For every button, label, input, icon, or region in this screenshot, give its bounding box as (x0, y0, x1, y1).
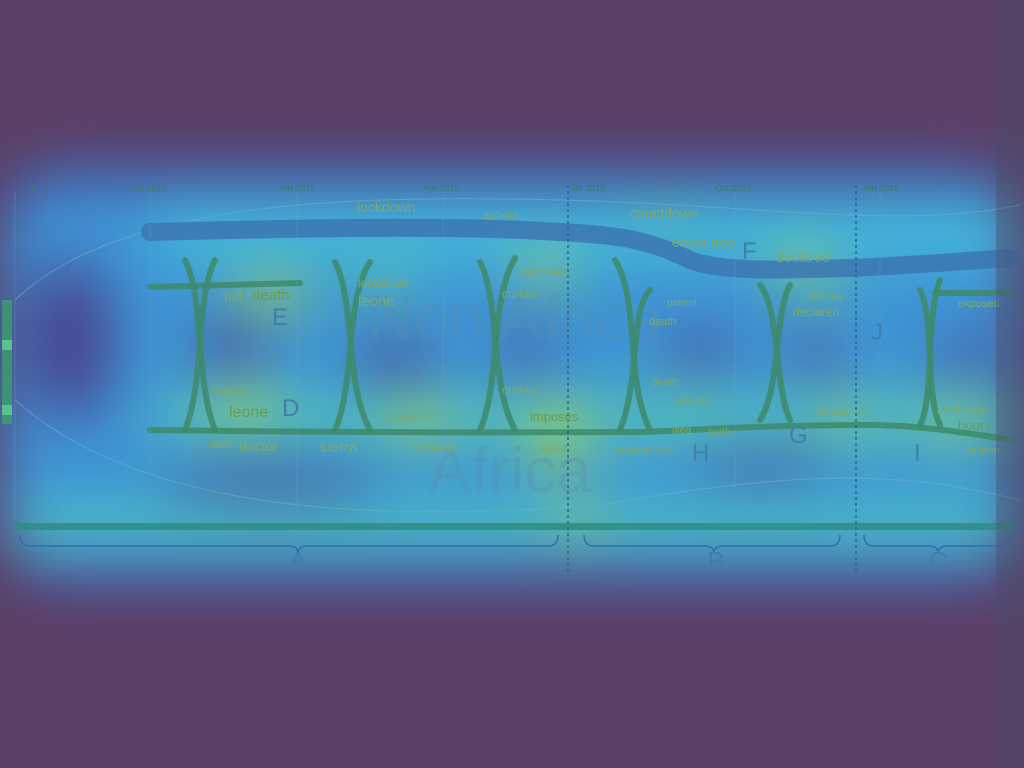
keyword: death (649, 316, 677, 328)
event-markers: E D F H G J I (272, 238, 921, 467)
keyword: curfew (502, 383, 538, 397)
keyword: quarantined (615, 444, 673, 456)
keyword: exposed (958, 298, 1000, 310)
marker-i: I (914, 440, 921, 467)
stream-weave-4b (617, 287, 653, 433)
stream-upper (147, 280, 303, 290)
keyword: patient (677, 394, 710, 406)
marker-h: H (692, 440, 709, 467)
stream-top-main (141, 218, 1021, 279)
keyword: dies (209, 436, 233, 451)
tick-label: Jul 2015 (571, 183, 605, 193)
marker-e: E (272, 304, 288, 331)
tick-label: Apr 2015 (423, 183, 460, 193)
keyword: sierra (320, 439, 358, 456)
slider-track[interactable] (2, 300, 12, 424)
keyword: lockdown (358, 276, 408, 290)
keyword: curfew (502, 287, 538, 301)
envelope-top-curve (14, 198, 1021, 301)
heat-blob-death (210, 265, 330, 325)
region-label-top: Non Africa (367, 282, 663, 354)
keyword: toll (224, 288, 242, 304)
keyword: ebola-free (672, 234, 735, 250)
stream-weave-2b (332, 259, 373, 433)
brace-a (19, 534, 559, 554)
keyword: spike (539, 441, 567, 455)
keyword: leone (229, 404, 268, 421)
heat-hole-8 (160, 467, 380, 503)
tick-label: Oct 2014 (130, 183, 167, 193)
stream-weave-4a (612, 257, 653, 433)
stream-weave-1b (182, 257, 218, 433)
marker-j: J (871, 319, 883, 346)
keyword: officially (808, 292, 843, 303)
keyword: death (252, 287, 290, 304)
storyline-streams (141, 218, 1021, 443)
keyword: countdown (630, 205, 698, 221)
tick-label: Jan 2016 (862, 183, 899, 193)
marker-f: F (742, 238, 757, 265)
timeline-axis-bar (15, 523, 1015, 530)
right-edge-strip (996, 0, 1024, 768)
heat-blob-patient (635, 375, 725, 425)
heat-blob-spike (520, 433, 600, 477)
keyword: declared (776, 249, 830, 265)
keyword: eb (857, 408, 869, 419)
keyword: died (672, 425, 691, 436)
keyword: leone (358, 293, 395, 310)
tick-label: Jan 2015 (278, 183, 315, 193)
keyword: hours (958, 418, 991, 433)
keyword: lockdown (357, 199, 415, 215)
keyword: sierra (210, 383, 248, 400)
keyword: doctor (239, 438, 278, 454)
keyword: outbreak (410, 441, 458, 455)
period-label-c: C (929, 546, 948, 576)
heat-hole-6 (935, 337, 995, 373)
slider-handle-top[interactable] (2, 340, 12, 350)
envelope-bottom-curve (14, 399, 1021, 513)
timeline-gridlines (14, 192, 881, 520)
keyword: president (384, 410, 434, 424)
marker-d: D (282, 395, 299, 422)
keyword: north (708, 427, 731, 438)
heat-hole-5 (790, 337, 840, 373)
keyword: confirmed (937, 405, 985, 417)
heat-hole-1 (190, 327, 270, 363)
period-label-b: B (707, 546, 724, 576)
period-braces (19, 534, 1011, 554)
keyword: imposes (521, 265, 566, 279)
heat-blob-leone (190, 375, 300, 435)
slider-handle-bottom[interactable] (2, 405, 12, 415)
heat-hole-4 (662, 334, 738, 366)
keyword: declared (793, 305, 839, 319)
heat-hole-9 (690, 449, 830, 481)
stream-weave-3b (477, 255, 518, 433)
tick-label: 2/20 (998, 183, 1016, 193)
keyword: confirms (967, 445, 1002, 455)
keyword: officially (815, 408, 850, 419)
heat-hole-3 (495, 334, 555, 366)
tick-label: 1 (30, 183, 35, 193)
keyword: patient (667, 298, 697, 309)
period-label-a: A (289, 546, 307, 576)
keyword-layer: lockdown school countdown ebola-free dec… (209, 199, 1002, 456)
timeline-ticks: 1 Oct 2014 Jan 2015 Apr 2015 Jul 2015 Oc… (30, 183, 1016, 193)
stream-lower (147, 421, 1015, 443)
brace-b (583, 534, 841, 554)
marker-g: G (789, 422, 808, 449)
heat-blob-countdown (615, 195, 715, 235)
stream-weave-5b (757, 282, 793, 423)
heat-blob-officially (785, 278, 865, 322)
heat-blob-axis-mid (530, 500, 620, 540)
keyword: school (484, 208, 519, 222)
brace-c (863, 534, 1011, 554)
keyword: death (651, 377, 679, 389)
keyword: imposes (530, 409, 579, 424)
region-label-bottom: Africa (428, 434, 592, 506)
left-range-slider[interactable] (2, 300, 12, 424)
tick-label: Oct 2015 (715, 183, 752, 193)
heat-hole-7 (25, 260, 115, 420)
heat-hole-2 (355, 342, 435, 378)
